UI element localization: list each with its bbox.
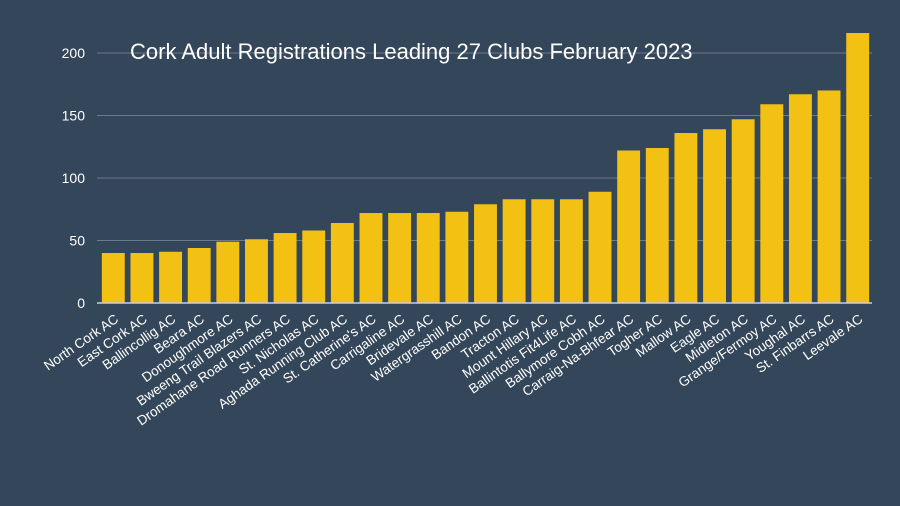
bar: [302, 230, 326, 303]
bar: [588, 191, 612, 303]
bar: [388, 213, 412, 303]
y-tick-label: 200: [62, 45, 86, 61]
y-tick-labels: 0 50 100 150 200: [62, 45, 86, 311]
bar: [416, 213, 440, 303]
bar: [788, 94, 812, 303]
bar: [187, 248, 211, 303]
chart-title: Cork Adult Registrations Leading 27 Club…: [130, 39, 693, 64]
y-tick-label: 50: [69, 233, 85, 249]
bar: [731, 119, 755, 303]
bar: [817, 90, 841, 303]
bar: [273, 233, 297, 303]
bar: [531, 199, 555, 303]
bar: [359, 213, 383, 303]
bar: [645, 148, 669, 303]
bar: [159, 251, 183, 303]
bar: [760, 104, 784, 303]
bar: [502, 199, 526, 303]
y-tick-label: 0: [77, 295, 85, 311]
bar: [245, 239, 268, 303]
bar: [445, 211, 469, 303]
bar: [846, 33, 870, 303]
bar: [330, 223, 354, 303]
bar: [101, 253, 125, 303]
bar: [130, 253, 154, 303]
bar: [474, 204, 497, 303]
bar: [703, 129, 726, 303]
bar: [216, 241, 240, 303]
y-tick-label: 100: [62, 170, 86, 186]
bar: [617, 150, 641, 303]
bar: [559, 199, 583, 303]
y-tick-label: 150: [62, 108, 86, 124]
bars: [101, 33, 870, 303]
bar: [674, 133, 698, 303]
